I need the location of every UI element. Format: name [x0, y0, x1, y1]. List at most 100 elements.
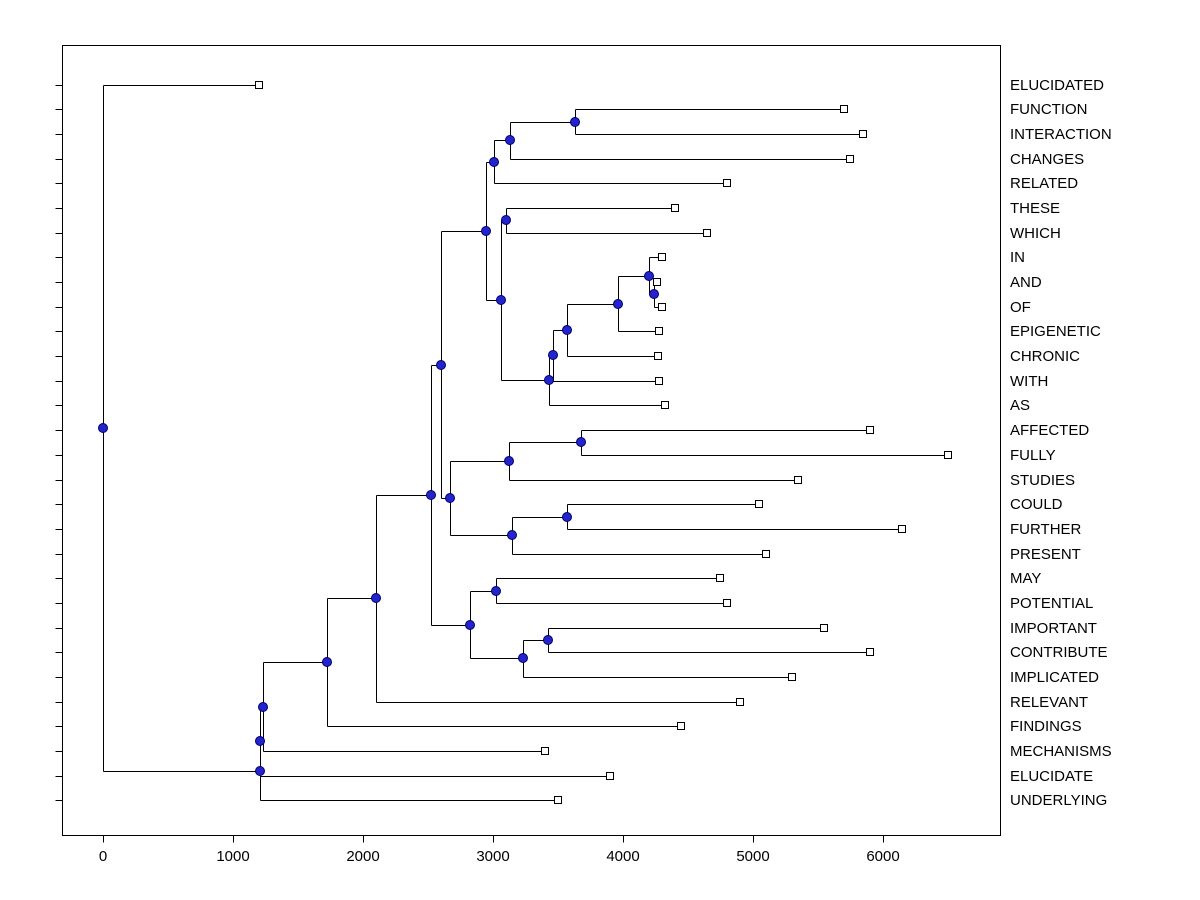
- leaf-marker: [654, 352, 662, 360]
- internal-node-marker: [426, 490, 436, 500]
- leaf-marker: [703, 229, 711, 237]
- leaf-label: ELUCIDATE: [1010, 768, 1093, 785]
- leaf-marker: [554, 796, 562, 804]
- leaf-marker: [658, 253, 666, 261]
- internal-node-marker: [445, 493, 455, 503]
- internal-node-marker: [570, 117, 580, 127]
- x-axis-tick-label: 1000: [216, 848, 249, 865]
- leaf-label: WHICH: [1010, 225, 1061, 242]
- x-axis-tick-label: 2000: [346, 848, 379, 865]
- leaf-label: IMPLICATED: [1010, 669, 1099, 686]
- leaf-label: FINDINGS: [1010, 718, 1082, 735]
- leaf-label: MECHANISMS: [1010, 743, 1112, 760]
- internal-node-marker: [504, 456, 514, 466]
- leaf-marker: [866, 426, 874, 434]
- internal-node-marker: [649, 289, 659, 299]
- internal-node-marker: [518, 653, 528, 663]
- internal-node-marker: [613, 299, 623, 309]
- internal-node-marker: [507, 530, 517, 540]
- leaf-marker: [723, 179, 731, 187]
- internal-node-marker: [562, 325, 572, 335]
- leaf-marker: [762, 550, 770, 558]
- leaf-marker: [655, 377, 663, 385]
- leaf-label: THESE: [1010, 200, 1060, 217]
- internal-node-marker: [98, 423, 108, 433]
- leaf-marker: [820, 624, 828, 632]
- leaf-marker: [677, 722, 685, 730]
- leaf-label: INTERACTION: [1010, 126, 1112, 143]
- leaf-label: PRESENT: [1010, 546, 1081, 563]
- x-axis-tick-label: 6000: [866, 848, 899, 865]
- leaf-marker: [859, 130, 867, 138]
- markers-group: [98, 81, 952, 804]
- leaf-marker: [541, 747, 549, 755]
- labels-group: 0 1000 2000 3000 4000 5000 6000 ELUCIDATED FUNCT…: [99, 77, 1112, 865]
- leaf-marker: [653, 278, 661, 286]
- internal-node-marker: [644, 271, 654, 281]
- internal-node-marker: [481, 226, 491, 236]
- internal-node-marker: [322, 657, 332, 667]
- leaf-label: MAY: [1010, 570, 1041, 587]
- internal-node-marker: [562, 512, 572, 522]
- internal-node-marker: [465, 620, 475, 630]
- leaf-label: RELATED: [1010, 175, 1078, 192]
- internal-node-marker: [371, 593, 381, 603]
- leaf-marker: [788, 673, 796, 681]
- internal-node-marker: [505, 135, 515, 145]
- internal-node-marker: [544, 375, 554, 385]
- leaf-marker: [736, 698, 744, 706]
- leaf-marker: [655, 327, 663, 335]
- leaf-label: AS: [1010, 397, 1030, 414]
- leaf-marker: [671, 204, 679, 212]
- leaf-label: RELEVANT: [1010, 694, 1088, 711]
- leaf-label: COULD: [1010, 496, 1063, 513]
- leaf-label: IN: [1010, 249, 1025, 266]
- internal-node-marker: [501, 215, 511, 225]
- leaf-label: ELUCIDATED: [1010, 77, 1104, 94]
- internal-node-marker: [255, 766, 265, 776]
- internal-node-marker: [258, 702, 268, 712]
- leaf-marker: [661, 401, 669, 409]
- axes-group: [55, 45, 1001, 843]
- leaf-label: UNDERLYING: [1010, 792, 1107, 809]
- plot-frame: [62, 45, 1001, 836]
- leaf-label: WITH: [1010, 373, 1048, 390]
- leaf-label: STUDIES: [1010, 472, 1075, 489]
- x-axis-tick-label: 3000: [476, 848, 509, 865]
- leaf-marker: [658, 303, 666, 311]
- leaf-label: CHRONIC: [1010, 348, 1080, 365]
- leaf-marker: [866, 648, 874, 656]
- internal-node-marker: [255, 736, 265, 746]
- leaf-label: POTENTIAL: [1010, 595, 1093, 612]
- x-axis-tick-label: 4000: [606, 848, 639, 865]
- leaf-marker: [755, 500, 763, 508]
- internal-node-marker: [489, 157, 499, 167]
- leaf-marker: [723, 599, 731, 607]
- internal-node-marker: [436, 360, 446, 370]
- leaf-label: IMPORTANT: [1010, 620, 1097, 637]
- leaf-label: EPIGENETIC: [1010, 323, 1101, 340]
- branches-group: [103, 85, 949, 801]
- leaf-marker: [255, 81, 263, 89]
- leaf-label: AFFECTED: [1010, 422, 1089, 439]
- internal-node-marker: [576, 437, 586, 447]
- x-axis-tick-label: 0: [99, 848, 107, 865]
- leaf-marker: [846, 155, 854, 163]
- internal-node-marker: [548, 350, 558, 360]
- leaf-marker: [606, 772, 614, 780]
- leaf-label: FUNCTION: [1010, 101, 1088, 118]
- leaf-marker: [898, 525, 906, 533]
- internal-node-marker: [496, 295, 506, 305]
- leaf-marker: [794, 476, 802, 484]
- leaf-marker: [944, 451, 952, 459]
- leaf-label: FURTHER: [1010, 521, 1082, 538]
- x-axis-tick-label: 5000: [736, 848, 769, 865]
- leaf-label: CHANGES: [1010, 151, 1084, 168]
- leaf-label: AND: [1010, 274, 1042, 291]
- leaf-label: CONTRIBUTE: [1010, 644, 1108, 661]
- leaf-label: OF: [1010, 299, 1031, 316]
- leaf-marker: [716, 574, 724, 582]
- leaf-label: FULLY: [1010, 447, 1056, 464]
